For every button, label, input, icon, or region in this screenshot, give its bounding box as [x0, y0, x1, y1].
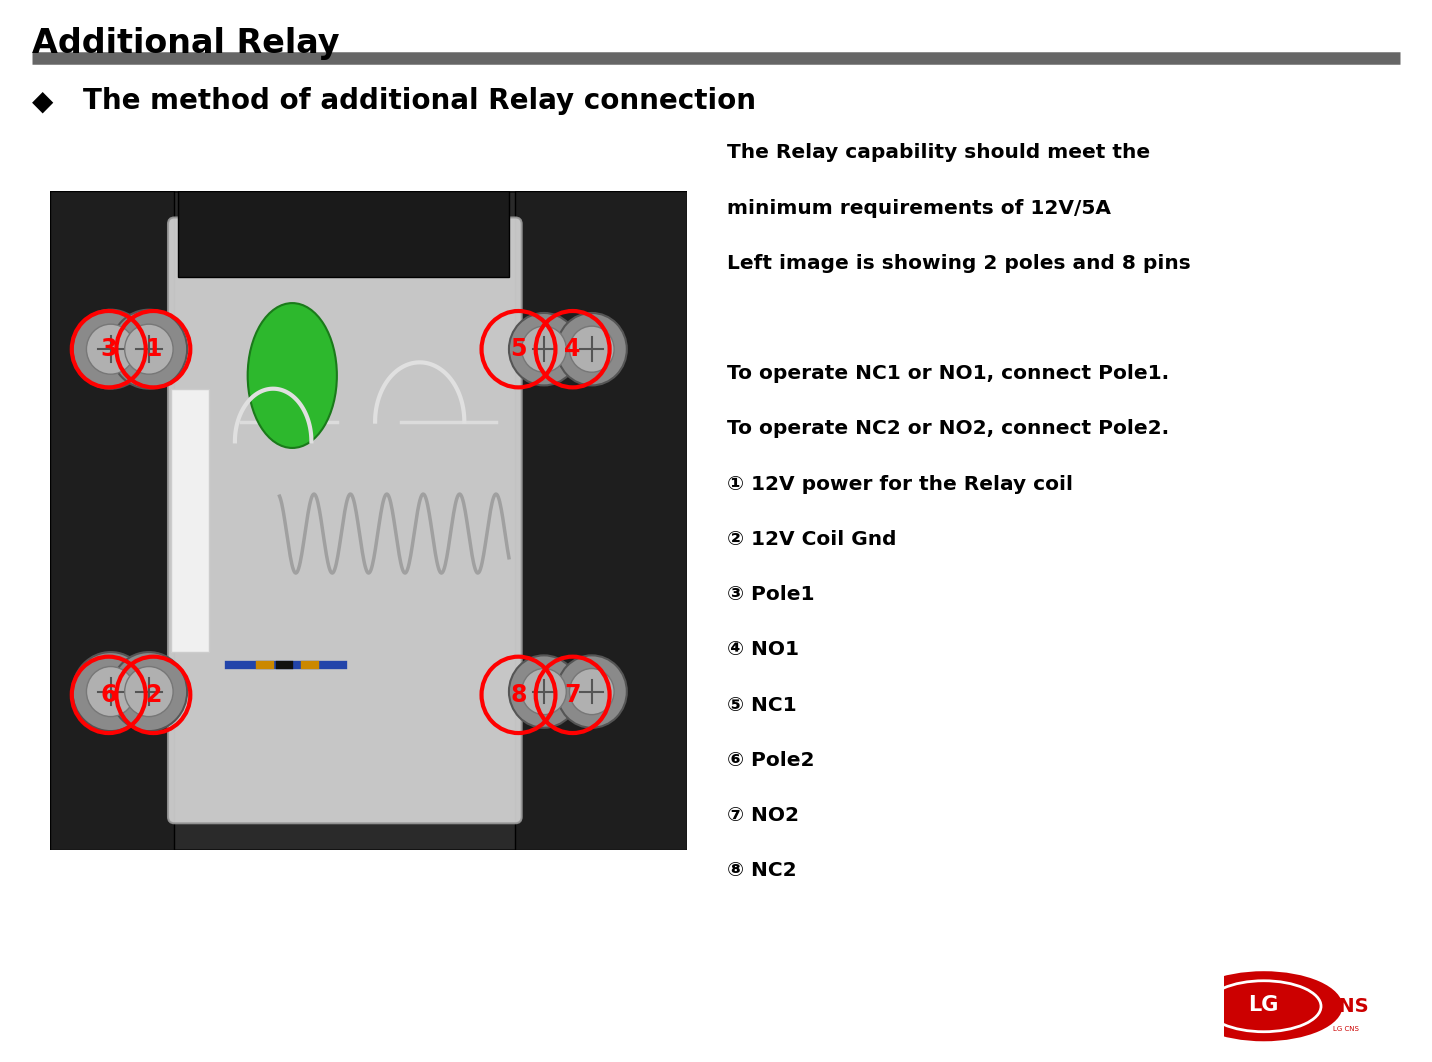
Text: ④ NO1: ④ NO1	[727, 640, 799, 660]
Circle shape	[1206, 981, 1320, 1032]
Text: 1: 1	[145, 338, 162, 361]
Text: 6: 6	[100, 683, 117, 707]
Text: LG CNS: LG CNS	[1333, 1026, 1359, 1031]
Text: ⑦ NO2: ⑦ NO2	[727, 806, 799, 825]
Text: minimum requirements of 12V/5A: minimum requirements of 12V/5A	[727, 199, 1111, 218]
Circle shape	[557, 655, 627, 727]
FancyBboxPatch shape	[516, 191, 687, 850]
Circle shape	[508, 655, 579, 727]
Circle shape	[110, 310, 188, 389]
Circle shape	[73, 652, 149, 731]
Text: ② 12V Coil Gnd: ② 12V Coil Gnd	[727, 530, 896, 549]
FancyBboxPatch shape	[50, 191, 687, 850]
Circle shape	[110, 652, 188, 731]
Text: To operate NC2 or NO2, connect Pole2.: To operate NC2 or NO2, connect Pole2.	[727, 419, 1170, 439]
Text: CNS: CNS	[1323, 997, 1369, 1015]
Text: Left image is showing 2 poles and 8 pins: Left image is showing 2 poles and 8 pins	[727, 254, 1191, 273]
Circle shape	[1186, 971, 1343, 1041]
Circle shape	[508, 313, 579, 386]
Circle shape	[73, 310, 149, 389]
Text: To operate NC1 or NO1, connect Pole1.: To operate NC1 or NO1, connect Pole1.	[727, 364, 1170, 383]
Text: 3: 3	[100, 338, 117, 361]
Text: ◆: ◆	[32, 87, 53, 115]
Text: ⑧ NC2: ⑧ NC2	[727, 861, 798, 880]
Ellipse shape	[248, 303, 337, 448]
Text: ① 12V power for the Relay coil: ① 12V power for the Relay coil	[727, 475, 1074, 494]
Text: ⑥ Pole2: ⑥ Pole2	[727, 751, 815, 770]
Circle shape	[125, 324, 173, 374]
Circle shape	[570, 326, 614, 372]
Circle shape	[521, 669, 566, 715]
FancyBboxPatch shape	[178, 191, 508, 277]
Text: LG: LG	[1249, 995, 1279, 1014]
Text: Additional Relay: Additional Relay	[32, 27, 339, 59]
FancyBboxPatch shape	[50, 191, 175, 850]
FancyBboxPatch shape	[168, 218, 521, 823]
Text: 5: 5	[510, 338, 527, 361]
Text: The method of additional Relay connection: The method of additional Relay connectio…	[83, 87, 756, 115]
FancyBboxPatch shape	[50, 191, 687, 850]
Text: ③ Pole1: ③ Pole1	[727, 585, 815, 604]
Text: 2: 2	[145, 683, 162, 707]
Circle shape	[125, 667, 173, 717]
Text: 4: 4	[564, 338, 581, 361]
Circle shape	[86, 667, 135, 717]
Circle shape	[570, 669, 614, 715]
Text: 8: 8	[510, 683, 527, 707]
Circle shape	[86, 324, 135, 374]
Circle shape	[557, 313, 627, 386]
Text: 7: 7	[564, 683, 581, 707]
Text: The Relay capability should meet the: The Relay capability should meet the	[727, 143, 1150, 162]
Text: ⑤ NC1: ⑤ NC1	[727, 696, 798, 715]
FancyBboxPatch shape	[172, 389, 209, 652]
Circle shape	[521, 326, 566, 372]
